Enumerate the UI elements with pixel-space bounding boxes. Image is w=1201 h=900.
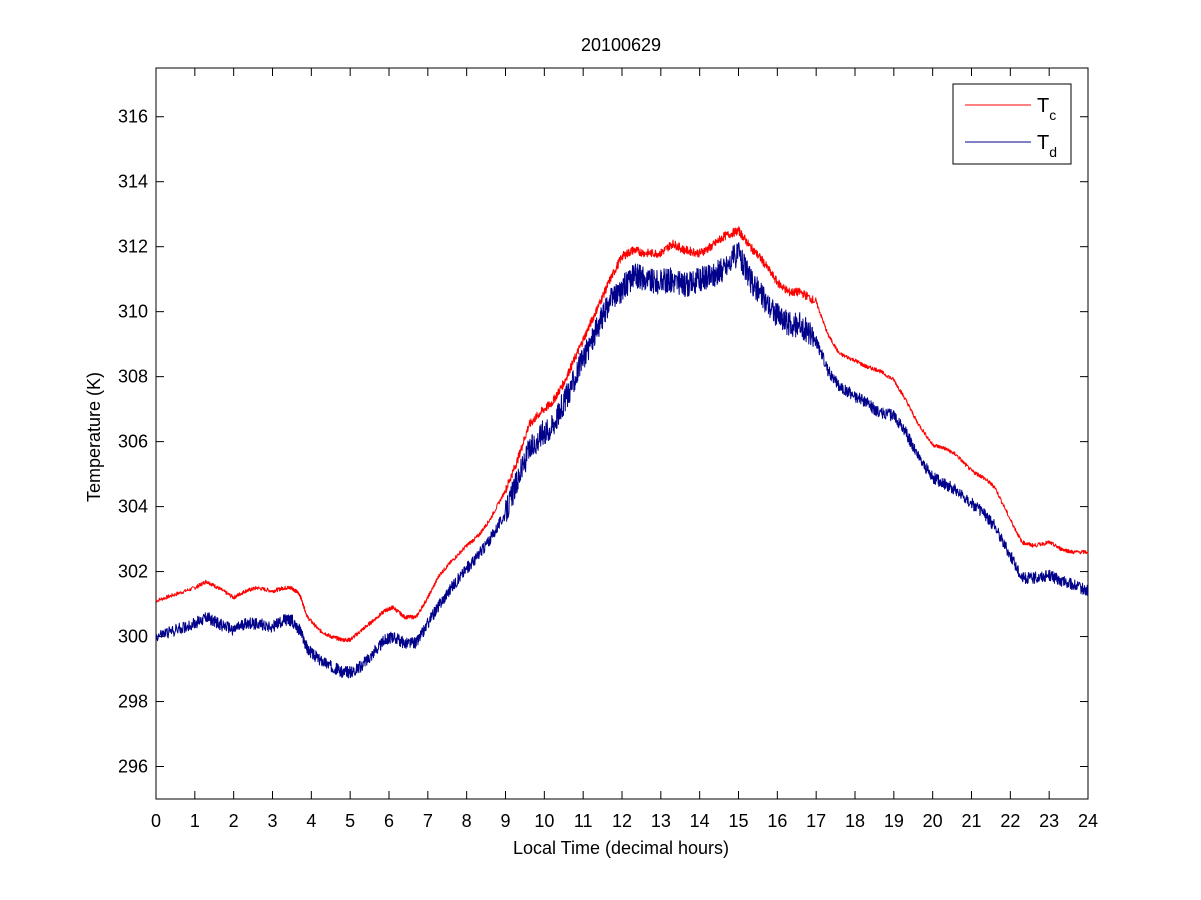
- series-line-t-c: [155, 226, 1089, 643]
- x-tick-label: 21: [961, 811, 981, 831]
- y-tick-label: 316: [118, 107, 148, 127]
- x-tick-label: 14: [690, 811, 710, 831]
- x-tick-label: 0: [151, 811, 161, 831]
- y-tick-label: 308: [118, 367, 148, 387]
- y-tick-label: 306: [118, 432, 148, 452]
- x-tick-label: 11: [574, 811, 593, 831]
- x-tick-label: 13: [651, 811, 671, 831]
- x-tick-label: 12: [612, 811, 632, 831]
- x-tick-label: 2: [229, 811, 239, 831]
- x-tick-label: 10: [534, 811, 554, 831]
- x-tick-label: 16: [767, 811, 787, 831]
- y-tick-label: 302: [118, 562, 148, 582]
- x-tick-label: 17: [806, 811, 826, 831]
- series-layer: [155, 226, 1089, 679]
- legend-entry-subscript: d: [1049, 144, 1057, 160]
- legend-entry-name: T: [1037, 95, 1049, 117]
- y-axis-label: Temperature (K): [84, 372, 104, 502]
- x-axis-label: Local Time (decimal hours): [513, 838, 729, 858]
- x-tick-label: 4: [306, 811, 316, 831]
- legend-entry: Td: [1037, 132, 1057, 160]
- x-tick-label: 3: [267, 811, 277, 831]
- y-tick-label: 296: [118, 757, 148, 777]
- x-tick-label: 24: [1078, 811, 1098, 831]
- x-tick-label: 19: [884, 811, 904, 831]
- x-tick-label: 8: [462, 811, 472, 831]
- x-tick-label: 15: [728, 811, 748, 831]
- plot-area: [155, 67, 1089, 800]
- y-tick-label: 304: [118, 497, 148, 517]
- x-tick-label: 20: [923, 811, 943, 831]
- y-axis-ticks: 296 298 300 302 304 306 308 310 312 314 316: [118, 107, 1088, 777]
- legend-box: [952, 83, 1072, 165]
- x-tick-label: 22: [1000, 811, 1020, 831]
- x-tick-label: 9: [500, 811, 510, 831]
- y-tick-label: 312: [118, 237, 148, 257]
- x-tick-label: 23: [1039, 811, 1059, 831]
- x-tick-label: 7: [423, 811, 433, 831]
- series-line-t-d: [155, 242, 1089, 679]
- y-tick-label: 298: [118, 692, 148, 712]
- x-tick-label: 5: [345, 811, 355, 831]
- y-tick-label: 300: [118, 627, 148, 647]
- legend-entry-subscript: c: [1049, 107, 1056, 123]
- y-tick-label: 310: [118, 302, 148, 322]
- legend-entry: Tc: [1037, 95, 1056, 123]
- legend-entry-name: T: [1037, 132, 1049, 154]
- x-tick-label: 6: [384, 811, 394, 831]
- y-tick-label: 314: [118, 172, 148, 192]
- x-tick-label: 1: [190, 811, 200, 831]
- chart-title: 20100629: [581, 35, 661, 55]
- x-tick-label: 18: [845, 811, 865, 831]
- x-axis-ticks: 0 1 2 3 4 5 6 7 8 9 10 11 12 13 14 15 16 17 18 19 20 21 22 23 24: [151, 68, 1098, 831]
